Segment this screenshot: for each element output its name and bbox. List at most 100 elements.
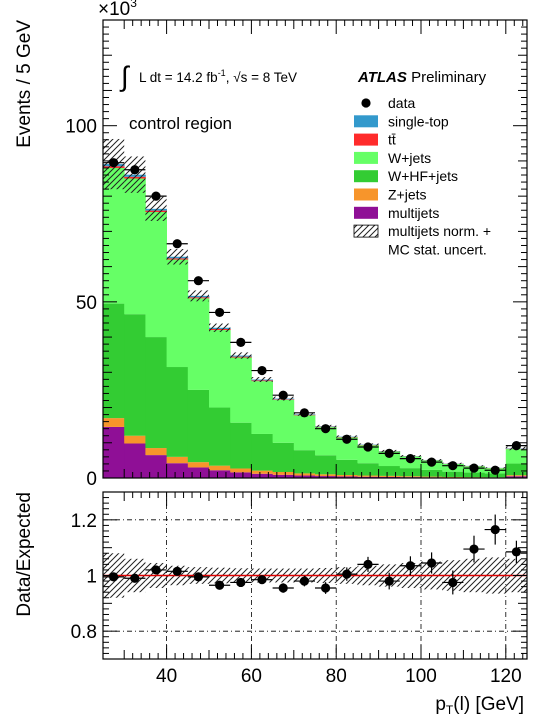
legend: data single-top tt̄ W+jets W+HF+jets Z+jets mu…	[353, 95, 491, 257]
bar-w-hf-jets-4	[187, 389, 210, 463]
uncertainty-hatch-2	[145, 196, 167, 221]
ratio-y-tick-label: 1.2	[71, 511, 97, 532]
bar-w-hf-jets-17	[463, 472, 485, 478]
data-point-19	[511, 440, 521, 451]
bar-w-hf-jets-7	[251, 433, 273, 471]
legend-label-0: single-top	[388, 113, 449, 129]
legend-swatch-2	[354, 151, 378, 164]
bar-z-jets-7	[251, 470, 273, 474]
ratio-point-17	[469, 544, 479, 554]
legend-label-data: data	[388, 95, 415, 111]
data-point-16	[448, 461, 458, 471]
y-multiplier: ×103	[98, 0, 137, 20]
legend-marker-data	[361, 98, 371, 108]
data-point-10	[321, 424, 331, 434]
region-label: control region	[129, 114, 232, 133]
ratio-point-15	[427, 558, 437, 568]
bar-w-jets-1	[124, 178, 146, 315]
uncertainty-hatch-7	[251, 377, 273, 382]
ratio-point-7	[257, 575, 267, 585]
ratio-point-19	[511, 547, 521, 557]
data-point-11	[342, 434, 352, 444]
bar-w-jets-8	[272, 399, 295, 443]
bar-w-hf-jets-2	[145, 337, 167, 449]
data-point-12	[363, 442, 373, 452]
ratio-point-18	[490, 524, 500, 535]
bar-multijets-4	[187, 467, 210, 478]
bar-multijets-9	[293, 475, 316, 478]
legend-label-2: W+jets	[388, 150, 431, 166]
legend-swatch-uncertainty	[353, 224, 379, 238]
bar-multijets-3	[166, 463, 189, 478]
legend-swatch-1	[354, 133, 378, 146]
ratio-point-16	[448, 577, 458, 588]
bar-multijets-1	[124, 443, 146, 478]
bar-multijets-2	[145, 455, 167, 478]
bar-multijets-12	[357, 476, 379, 478]
data-point-3	[172, 239, 182, 249]
x-tick-label: 40	[156, 666, 177, 687]
ratio-point-9	[299, 576, 309, 586]
bar-z-jets-1	[124, 435, 146, 444]
bar-w-jets-10	[315, 427, 337, 456]
bar-w-jets-2	[145, 212, 167, 338]
bar-w-hf-jets-16	[442, 471, 464, 477]
legend-swatch-4	[354, 188, 378, 201]
bar-z-jets-14	[399, 476, 422, 478]
x-tick-label: 80	[326, 666, 347, 687]
ratio-point-3	[172, 566, 182, 576]
x-axis-title: pT(l) [GeV]	[435, 694, 524, 717]
bar-z-jets-4	[187, 462, 210, 468]
bar-w-hf-jets-6	[230, 422, 252, 469]
ratio-y-axis-title: Data/Expected	[14, 492, 35, 617]
ratio-point-10	[321, 583, 331, 593]
ratio-point-6	[236, 577, 246, 588]
main-histogram-panel: 0 50 100 ×103 Events / 5 GeV ∫ L dt = 14.2…	[14, 0, 528, 490]
bar-z-jets-6	[230, 468, 252, 473]
bar-w-hf-jets-12	[357, 463, 379, 476]
bar-z-jets-9	[293, 473, 316, 476]
ratio-y-tick-label: 1	[86, 567, 97, 588]
y-tick-label: 100	[65, 117, 97, 138]
bar-multijets-0	[103, 426, 125, 478]
bar-z-jets-13	[378, 475, 401, 477]
ratio-point-5	[215, 580, 225, 590]
bar-w-hf-jets-3	[166, 367, 189, 457]
bar-multijets-10	[315, 476, 337, 478]
bar-multijets-11	[336, 476, 358, 478]
legend-label-5: multijets	[388, 205, 439, 221]
atlas-label: ATLAS Preliminary	[357, 69, 487, 86]
bar-w-hf-jets-15	[421, 469, 443, 477]
ratio-points	[103, 514, 527, 595]
x-tick-label: 60	[241, 666, 262, 687]
bar-w-jets-0	[103, 167, 125, 304]
data-point-15	[427, 457, 437, 467]
data-point-5	[215, 307, 225, 318]
uncertainty-hatch-6	[230, 352, 252, 359]
stacked-histogram	[103, 164, 528, 478]
ratio-point-2	[151, 565, 161, 575]
bar-w-hf-jets-5	[209, 407, 231, 466]
legend-label-4: Z+jets	[388, 187, 427, 203]
integral-symbol: ∫	[119, 61, 131, 92]
bar-w-hf-jets-13	[378, 466, 401, 476]
bar-z-jets-2	[145, 448, 167, 456]
bar-w-jets-11	[336, 437, 358, 460]
legend-label-1: tt̄	[388, 132, 396, 148]
ratio-point-12	[363, 559, 373, 569]
y-tick-label: 0	[86, 469, 97, 490]
bar-z-jets-16	[442, 476, 464, 478]
bar-w-jets-9	[293, 415, 316, 451]
data-point-6	[236, 337, 246, 347]
legend-swatch-3	[354, 170, 378, 183]
data-point-8	[278, 390, 288, 400]
bar-z-jets-0	[103, 418, 125, 427]
ratio-point-4	[193, 572, 203, 582]
bar-w-hf-jets-10	[315, 455, 337, 475]
bar-z-jets-12	[357, 475, 379, 477]
legend-label-uncertainty-1: multijets norm. +	[388, 223, 491, 239]
ratio-point-14	[405, 561, 415, 571]
uncertainty-hatch-1	[124, 156, 146, 193]
bar-z-jets-10	[315, 474, 337, 477]
bar-w-jets-5	[209, 330, 231, 408]
